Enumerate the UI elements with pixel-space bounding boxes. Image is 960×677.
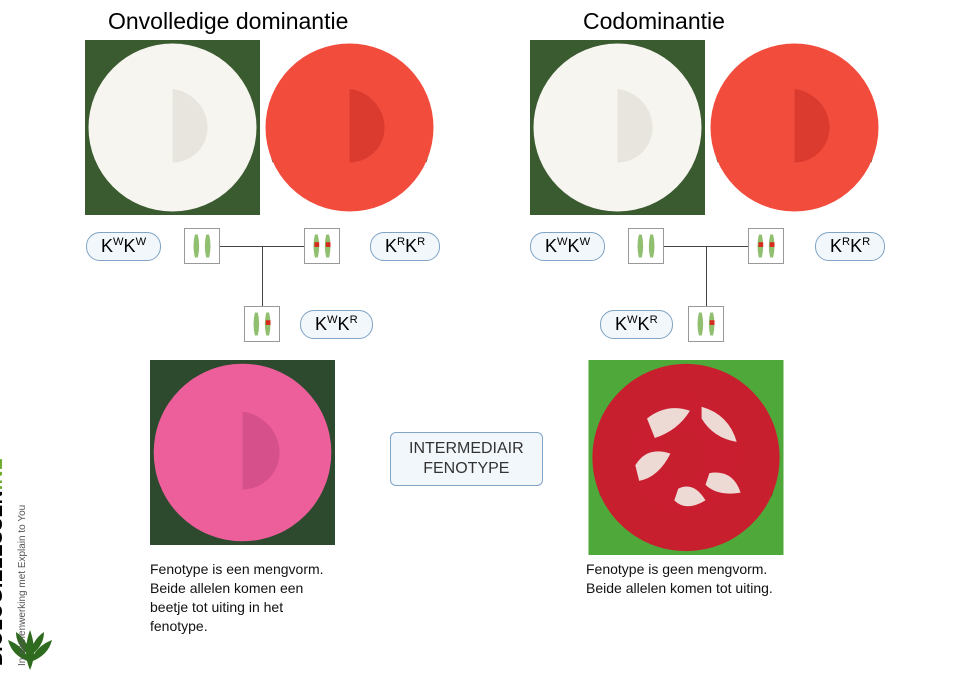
fern-icon bbox=[0, 612, 60, 672]
offspring-pink-flower bbox=[150, 360, 335, 545]
cross-v-right bbox=[706, 246, 707, 306]
genotype-wr-left: KWKR bbox=[300, 310, 373, 339]
title-right: Codominantie bbox=[583, 8, 725, 35]
genotype-rr-right: KRKR bbox=[815, 232, 885, 261]
intermediate-phenotype-label: INTERMEDIAIR FENOTYPE bbox=[390, 432, 543, 486]
logo-tld: .NL bbox=[0, 458, 7, 490]
chrom-box-rr-left bbox=[304, 228, 340, 264]
offspring-codominant-flower bbox=[586, 360, 786, 555]
genotype-ww-left: KWKW bbox=[86, 232, 161, 261]
parent-red-flower-right bbox=[707, 40, 882, 215]
parent-white-flower-left bbox=[85, 40, 260, 215]
chrom-box-ww-left bbox=[184, 228, 220, 264]
logo-main: BIOLOGIELESSEN bbox=[0, 490, 7, 666]
caption-left: Fenotype is een mengvorm. Beide allelen … bbox=[150, 560, 340, 636]
center-line2: FENOTYPE bbox=[423, 460, 509, 477]
genotype-wr-right: KWKR bbox=[600, 310, 673, 339]
genotype-ww-right: KWKW bbox=[530, 232, 605, 261]
cross-v-left bbox=[262, 246, 263, 306]
caption-right: Fenotype is geen mengvorm. Beide allelen… bbox=[586, 560, 776, 598]
title-left: Onvolledige dominantie bbox=[108, 8, 348, 35]
chrom-box-ww-right bbox=[628, 228, 664, 264]
site-logo: BIOLOGIELESSEN.NL bbox=[0, 458, 8, 666]
chrom-box-wr-right bbox=[688, 306, 724, 342]
center-line1: INTERMEDIAIR bbox=[409, 440, 524, 457]
chrom-box-rr-right bbox=[748, 228, 784, 264]
genotype-rr-left: KRKR bbox=[370, 232, 440, 261]
chrom-box-wr-left bbox=[244, 306, 280, 342]
parent-white-flower-right bbox=[530, 40, 705, 215]
site-logo-sub: In samenwerking met Explain to You bbox=[17, 505, 28, 666]
parent-red-flower-left bbox=[262, 40, 437, 215]
